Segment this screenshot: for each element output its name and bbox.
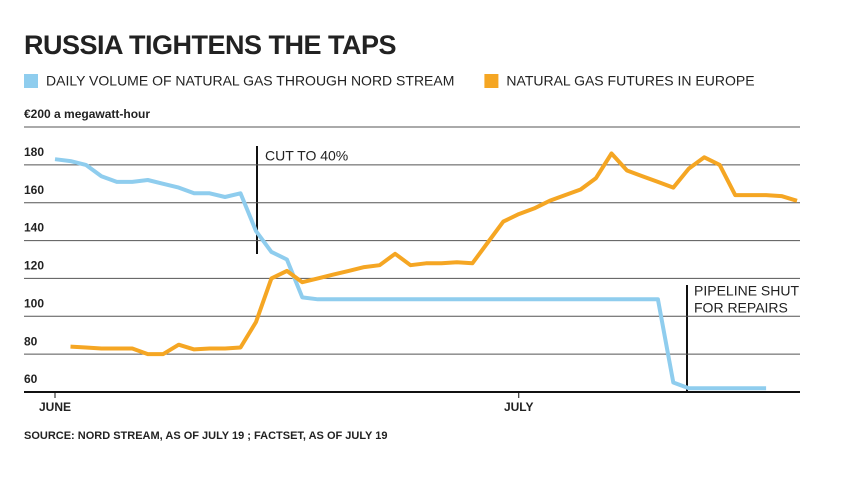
legend-swatch (484, 74, 499, 88)
y-tick-label: €200 a megawatt-hour (24, 107, 150, 121)
y-tick-label: 80 (24, 334, 38, 348)
chart-title: RUSSIA TIGHTENS THE TAPS (24, 30, 396, 60)
series-line (70, 151, 798, 357)
series-line (54, 157, 767, 391)
y-tick-label: 140 (24, 221, 44, 235)
y-tick-label: 60 (24, 372, 38, 386)
legend-label: DAILY VOLUME OF NATURAL GAS THROUGH NORD… (46, 73, 454, 89)
x-tick-label: JUNE (39, 400, 71, 414)
annotation: CUT TO 40% (265, 148, 348, 164)
x-tick-label: JULY (504, 400, 534, 414)
legend-swatch (24, 74, 38, 88)
source-note: SOURCE: NORD STREAM, AS OF JULY 19 ; FAC… (24, 430, 387, 442)
y-tick-label: 120 (24, 259, 44, 273)
annotation: FOR REPAIRS (694, 300, 788, 316)
annotation: PIPELINE SHUT (694, 283, 799, 299)
y-tick-label: 100 (24, 296, 44, 310)
y-tick-label: 180 (24, 145, 44, 159)
y-tick-label: 160 (24, 183, 44, 197)
legend-label: NATURAL GAS FUTURES IN EUROPE (506, 73, 754, 89)
